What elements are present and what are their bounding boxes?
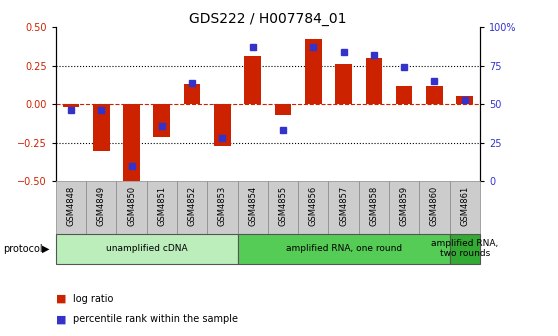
Text: GSM4852: GSM4852 — [187, 185, 196, 226]
Bar — [389, 181, 419, 234]
Bar — [275, 104, 291, 115]
Text: GSM4857: GSM4857 — [339, 185, 348, 226]
Text: protocol: protocol — [3, 244, 42, 254]
Text: percentile rank within the sample: percentile rank within the sample — [73, 314, 238, 324]
Text: GSM4858: GSM4858 — [369, 185, 378, 226]
Bar — [359, 181, 389, 234]
Bar — [207, 181, 238, 234]
Text: amplified RNA,
two rounds: amplified RNA, two rounds — [431, 239, 498, 258]
Text: unamplified cDNA: unamplified cDNA — [106, 244, 187, 253]
Text: ▶: ▶ — [42, 244, 50, 254]
Bar — [238, 181, 268, 234]
Text: GSM4856: GSM4856 — [309, 185, 318, 226]
Bar — [56, 234, 238, 264]
Bar — [147, 181, 177, 234]
Text: GSM4854: GSM4854 — [248, 185, 257, 226]
Bar — [153, 104, 170, 137]
Bar — [329, 181, 359, 234]
Title: GDS222 / H007784_01: GDS222 / H007784_01 — [189, 12, 347, 26]
Bar — [419, 181, 450, 234]
Bar — [298, 181, 329, 234]
Text: GSM4855: GSM4855 — [278, 185, 287, 226]
Bar — [365, 58, 382, 104]
Bar — [450, 234, 480, 264]
Bar — [56, 181, 86, 234]
Text: GSM4861: GSM4861 — [460, 185, 469, 226]
Text: GSM4850: GSM4850 — [127, 185, 136, 226]
Text: GSM4851: GSM4851 — [157, 185, 166, 226]
Bar — [62, 104, 79, 107]
Bar — [268, 181, 298, 234]
Bar — [335, 64, 352, 104]
Text: GSM4860: GSM4860 — [430, 185, 439, 226]
Text: GSM4853: GSM4853 — [218, 185, 227, 226]
Bar — [184, 84, 200, 104]
Bar — [238, 234, 450, 264]
Text: GSM4859: GSM4859 — [400, 185, 408, 226]
Bar — [214, 104, 230, 146]
Text: GSM4849: GSM4849 — [97, 185, 105, 226]
Bar — [93, 104, 109, 151]
Bar — [396, 86, 412, 104]
Bar — [426, 86, 443, 104]
Bar — [456, 96, 473, 104]
Text: ■: ■ — [56, 294, 66, 304]
Bar — [305, 39, 321, 104]
Bar — [123, 104, 140, 181]
Bar — [117, 181, 147, 234]
Text: GSM4848: GSM4848 — [66, 185, 75, 226]
Bar — [244, 56, 261, 104]
Text: amplified RNA, one round: amplified RNA, one round — [286, 244, 402, 253]
Bar — [450, 181, 480, 234]
Text: log ratio: log ratio — [73, 294, 113, 304]
Bar — [86, 181, 117, 234]
Bar — [177, 181, 207, 234]
Text: ■: ■ — [56, 314, 66, 324]
